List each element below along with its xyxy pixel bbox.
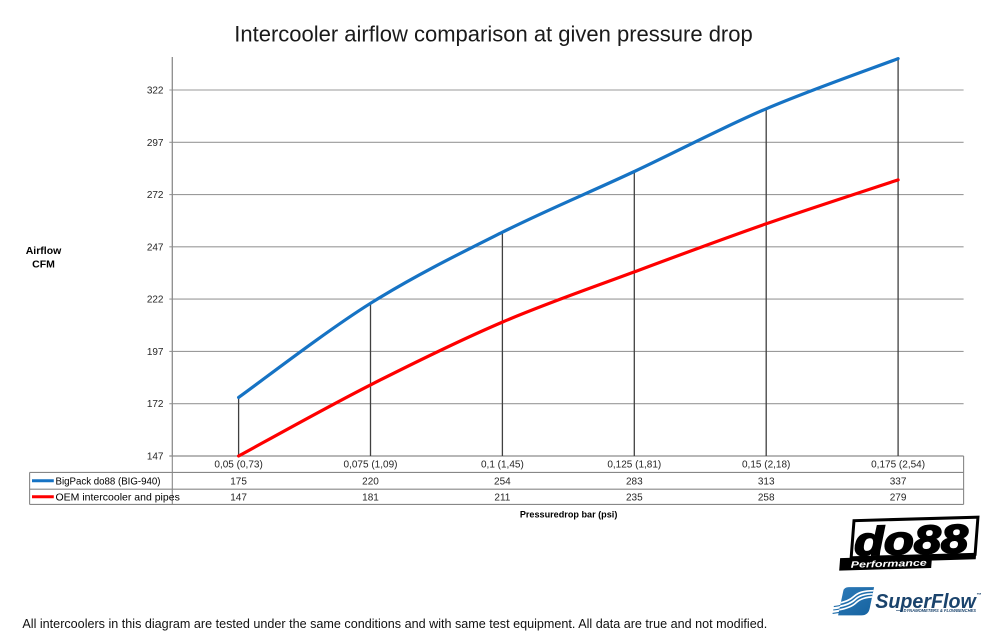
svg-text:CFM: CFM — [32, 259, 55, 271]
svg-text:258: 258 — [758, 492, 775, 503]
svg-text:Airflow: Airflow — [26, 245, 62, 257]
svg-text:147: 147 — [230, 492, 247, 503]
svg-text:0,05 (0,73): 0,05 (0,73) — [214, 460, 262, 471]
svg-text:272: 272 — [147, 190, 164, 201]
svg-text:DYNAMOMETERS & FLOWBENCHES: DYNAMOMETERS & FLOWBENCHES — [904, 608, 977, 613]
svg-text:197: 197 — [147, 347, 164, 358]
svg-text:279: 279 — [890, 492, 907, 503]
svg-text:0,175 (2,54): 0,175 (2,54) — [871, 460, 925, 471]
svg-text:All intercoolers in this diagr: All intercoolers in this diagram are tes… — [22, 617, 767, 631]
svg-text:220: 220 — [362, 476, 379, 487]
svg-text:322: 322 — [147, 86, 164, 97]
svg-text:254: 254 — [494, 476, 511, 487]
svg-text:147: 147 — [147, 452, 164, 463]
svg-text:283: 283 — [626, 476, 643, 487]
svg-text:172: 172 — [147, 399, 164, 410]
svg-text:211: 211 — [494, 492, 510, 503]
svg-text:OEM intercooler and pipes: OEM intercooler and pipes — [56, 491, 180, 503]
svg-text:222: 222 — [147, 295, 164, 306]
svg-text:181: 181 — [362, 492, 379, 503]
svg-text:Performance: Performance — [851, 558, 927, 570]
svg-text:313: 313 — [758, 476, 775, 487]
svg-text:0,075 (1,09): 0,075 (1,09) — [344, 460, 398, 471]
svg-text:175: 175 — [230, 476, 247, 487]
svg-text:Intercooler airflow comparison: Intercooler airflow comparison at given … — [234, 22, 752, 47]
svg-text:do88: do88 — [853, 517, 969, 564]
svg-text:247: 247 — [147, 242, 164, 253]
svg-text:BigPack do88 (BIG-940): BigPack do88 (BIG-940) — [56, 476, 161, 487]
svg-text:Pressuredrop bar (psi): Pressuredrop bar (psi) — [520, 510, 618, 520]
svg-text:337: 337 — [890, 476, 907, 487]
svg-text:SuperFlow: SuperFlow — [875, 591, 977, 613]
svg-text:0,1 (1,45): 0,1 (1,45) — [481, 460, 524, 471]
svg-text:235: 235 — [626, 492, 643, 503]
svg-text:297: 297 — [147, 138, 164, 149]
svg-text:0,15 (2,18): 0,15 (2,18) — [742, 460, 790, 471]
svg-text:0,125 (1,81): 0,125 (1,81) — [607, 460, 661, 471]
svg-text:™: ™ — [977, 593, 982, 599]
